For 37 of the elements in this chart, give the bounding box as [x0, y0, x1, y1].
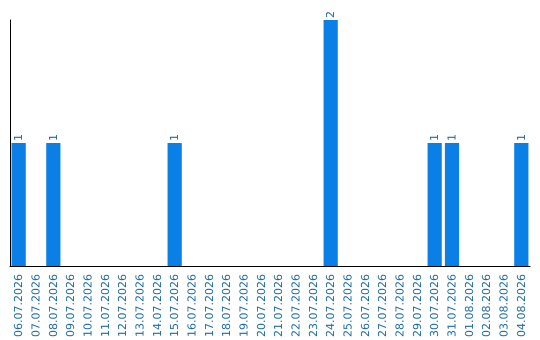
x-tick-label: 14.07.2026	[150, 274, 164, 338]
x-tick-label: 02.08.2026	[480, 274, 494, 338]
x-tick-label: 10.07.2026	[82, 274, 94, 338]
x-tick-label: 27.07.2026	[376, 274, 390, 338]
x-tick-label: 07.07.2026	[30, 274, 42, 338]
data-label: 1	[46, 134, 60, 142]
x-tick-label: 15.07.2026	[168, 274, 182, 338]
data-label: 1	[168, 134, 182, 142]
x-tick-label: 22.07.2026	[290, 274, 302, 338]
x-tick-label: 11.07.2026	[98, 274, 112, 338]
data-label: 1	[446, 134, 458, 142]
data-label: 2	[324, 11, 338, 18]
x-tick-label: 13.07.2026	[134, 274, 146, 338]
x-tick-label: 23.07.2026	[306, 274, 320, 338]
data-label: 1	[428, 134, 442, 142]
x-tick-label: 12.07.2026	[116, 274, 130, 338]
x-tick-label: 04.08.2026	[514, 274, 528, 338]
x-tick-label: 29.07.2026	[410, 274, 424, 338]
x-tick-label: 19.07.2026	[238, 274, 250, 338]
x-tick-label: 26.07.2026	[358, 274, 372, 338]
x-tick-label: 31.07.2026	[446, 274, 458, 338]
x-tick-label: 24.07.2026	[324, 274, 338, 338]
x-tick-label: 21.07.2026	[272, 274, 286, 338]
x-tick-label: 06.07.2026	[12, 274, 26, 338]
data-label: 1	[514, 134, 528, 142]
x-tick-label: 28.07.2026	[394, 274, 406, 338]
x-tick-label: 08.07.2026	[46, 274, 60, 338]
x-tick-label: 09.07.2026	[64, 274, 78, 338]
data-label: 1	[12, 134, 26, 142]
x-tick-label: 03.08.2026	[498, 274, 510, 338]
x-tick-label: 17.07.2026	[202, 274, 216, 338]
x-tick-label: 20.07.2026	[254, 274, 268, 338]
x-tick-label: 18.07.2026	[220, 274, 234, 338]
x-tick-label: 25.07.2026	[342, 274, 354, 338]
x-tick-label: 01.08.2026	[462, 274, 476, 338]
x-tick-label: 30.07.2026	[428, 274, 442, 338]
x-tick-label: 16.07.2026	[186, 274, 198, 338]
